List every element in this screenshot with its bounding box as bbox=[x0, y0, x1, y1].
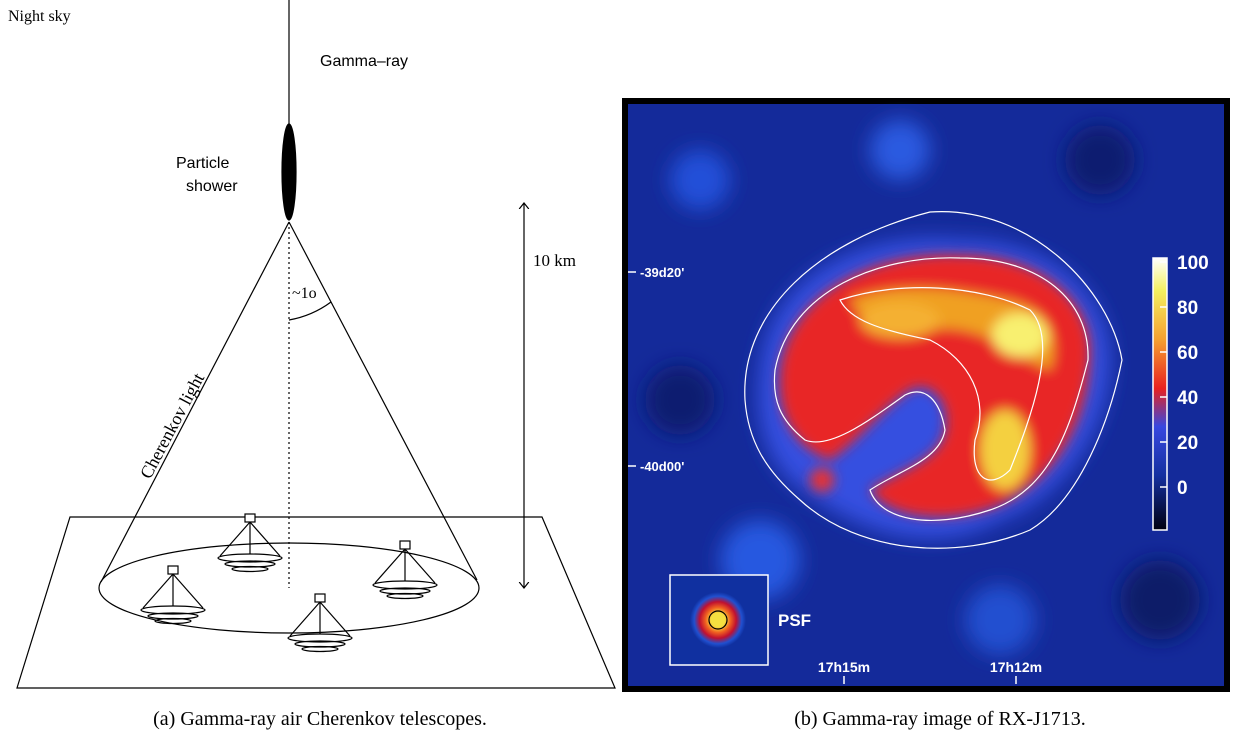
label: Gamma–ray bbox=[320, 53, 408, 70]
psf bbox=[690, 592, 746, 648]
label: Cherenkov light bbox=[136, 370, 208, 482]
panel-a: Night sky Gamma–ray Particle shower ~1o … bbox=[8, 0, 615, 730]
caption: (b) Gamma-ray image of RX-J1713. bbox=[794, 708, 1086, 730]
colorbar-tick-label: 40 bbox=[1177, 388, 1198, 409]
colorbar-tick-label: 80 bbox=[1177, 298, 1198, 319]
strut bbox=[220, 522, 250, 556]
ra-label: 17h15m bbox=[818, 659, 870, 675]
strut bbox=[290, 602, 320, 636]
strut bbox=[143, 574, 173, 608]
shower bbox=[282, 124, 296, 220]
strut bbox=[173, 574, 203, 608]
telescope bbox=[141, 566, 205, 624]
colorbar-tick-label: 60 bbox=[1177, 343, 1198, 364]
strut bbox=[405, 549, 435, 583]
label: Night sky bbox=[8, 8, 71, 25]
label: shower bbox=[186, 178, 238, 195]
figure: Night sky Gamma–ray Particle shower ~1o … bbox=[0, 0, 1234, 733]
caption: (a) Gamma-ray air Cherenkov telescopes. bbox=[153, 708, 487, 730]
panel-b: -39d20' -40d00' 17h15m 17h12m PSF 100 80 6… bbox=[622, 98, 1230, 730]
angle-arc bbox=[289, 302, 331, 320]
strut bbox=[320, 602, 350, 636]
colorbar-tick-label: 0 bbox=[1177, 478, 1188, 499]
cone-edge bbox=[289, 222, 477, 580]
camera bbox=[245, 514, 255, 522]
strut bbox=[250, 522, 280, 556]
camera bbox=[400, 541, 410, 549]
strut bbox=[375, 549, 405, 583]
label: ~1o bbox=[292, 285, 317, 302]
dec-label: -40d00' bbox=[640, 459, 684, 474]
colorbar bbox=[1153, 258, 1167, 530]
psf-label: PSF bbox=[778, 611, 811, 630]
telescope bbox=[373, 541, 437, 599]
dec-label: -39d20' bbox=[640, 265, 684, 280]
label: 10 km bbox=[533, 251, 576, 270]
label: Particle bbox=[176, 155, 229, 172]
colorbar-tick-label: 20 bbox=[1177, 433, 1198, 454]
camera bbox=[315, 594, 325, 602]
colorbar-tick-label: 100 bbox=[1177, 253, 1209, 274]
camera bbox=[168, 566, 178, 574]
ra-label: 17h12m bbox=[990, 659, 1042, 675]
telescope bbox=[288, 594, 352, 652]
